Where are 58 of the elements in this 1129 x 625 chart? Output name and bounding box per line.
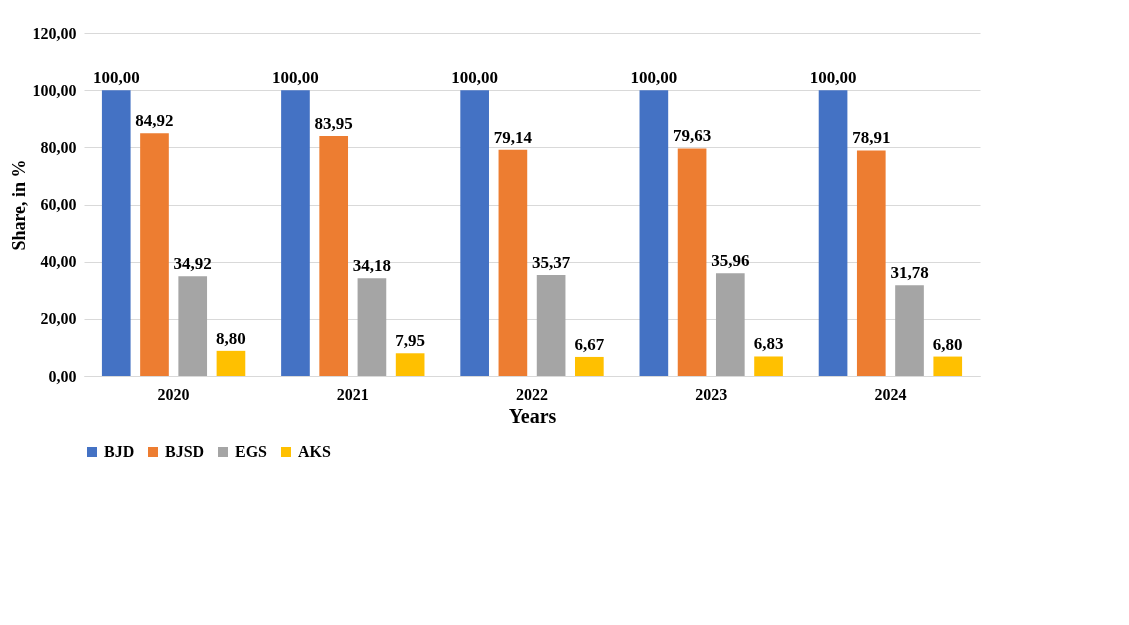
bar [639,90,669,376]
data-label: 100,00 [451,68,499,88]
bar [715,273,745,376]
data-label: 6,80 [932,334,963,354]
data-label: 35,96 [711,251,750,271]
bar [856,150,886,376]
data-label: 6,67 [574,334,605,354]
data-label: 78,91 [852,128,891,148]
data-label: 6,83 [753,334,784,354]
bar [357,278,387,376]
data-label: 7,95 [395,331,426,351]
data-label: 31,78 [890,263,929,283]
legend-label: EGS [235,443,268,460]
data-label: 100,00 [272,68,319,88]
y-axis-title: Share, in % [8,159,29,251]
bar [281,90,310,376]
y-tick-label: 100,00 [32,81,77,99]
data-label: 34,92 [173,254,212,274]
y-tick-label: 60,00 [40,196,77,213]
data-label: 35,37 [531,252,571,272]
bar [498,149,528,376]
data-label: 84,92 [135,111,174,131]
bar [140,133,169,376]
bar [101,90,131,376]
x-tick-label: 2022 [516,385,548,403]
y-tick-label: 0,00 [48,367,77,385]
x-tick-label: 2024 [874,385,907,403]
bar [575,356,604,376]
bar [818,90,848,376]
y-tick-label: 20,00 [40,310,77,328]
x-tick-label: 2023 [695,385,728,403]
data-label: 8,80 [216,328,246,348]
x-tick-label: 2021 [336,385,369,403]
y-tick-label: 120,00 [32,24,77,42]
bar [933,356,963,376]
data-label: 34,18 [352,256,392,276]
bar [178,276,208,376]
bar [216,350,246,376]
bar [754,356,783,376]
legend-label: BJD [104,443,135,460]
bar [536,274,566,376]
bar [395,353,425,376]
bar [895,285,924,376]
data-label: 79,63 [672,126,712,146]
y-tick-label: 80,00 [40,138,77,156]
data-label: 100,00 [92,68,140,88]
data-label: 79,14 [493,127,533,147]
data-label: 100,00 [630,68,678,88]
legend-label: BJSD [165,443,205,460]
bar [460,90,489,376]
bar [677,148,707,376]
x-tick-label: 2020 [157,385,190,403]
y-tick-label: 40,00 [40,253,77,271]
bar [319,136,349,376]
data-label: 100,00 [809,68,857,88]
data-label: 83,95 [314,114,353,134]
legend-label: AKS [298,443,331,460]
x-axis-title: Years [508,404,557,427]
